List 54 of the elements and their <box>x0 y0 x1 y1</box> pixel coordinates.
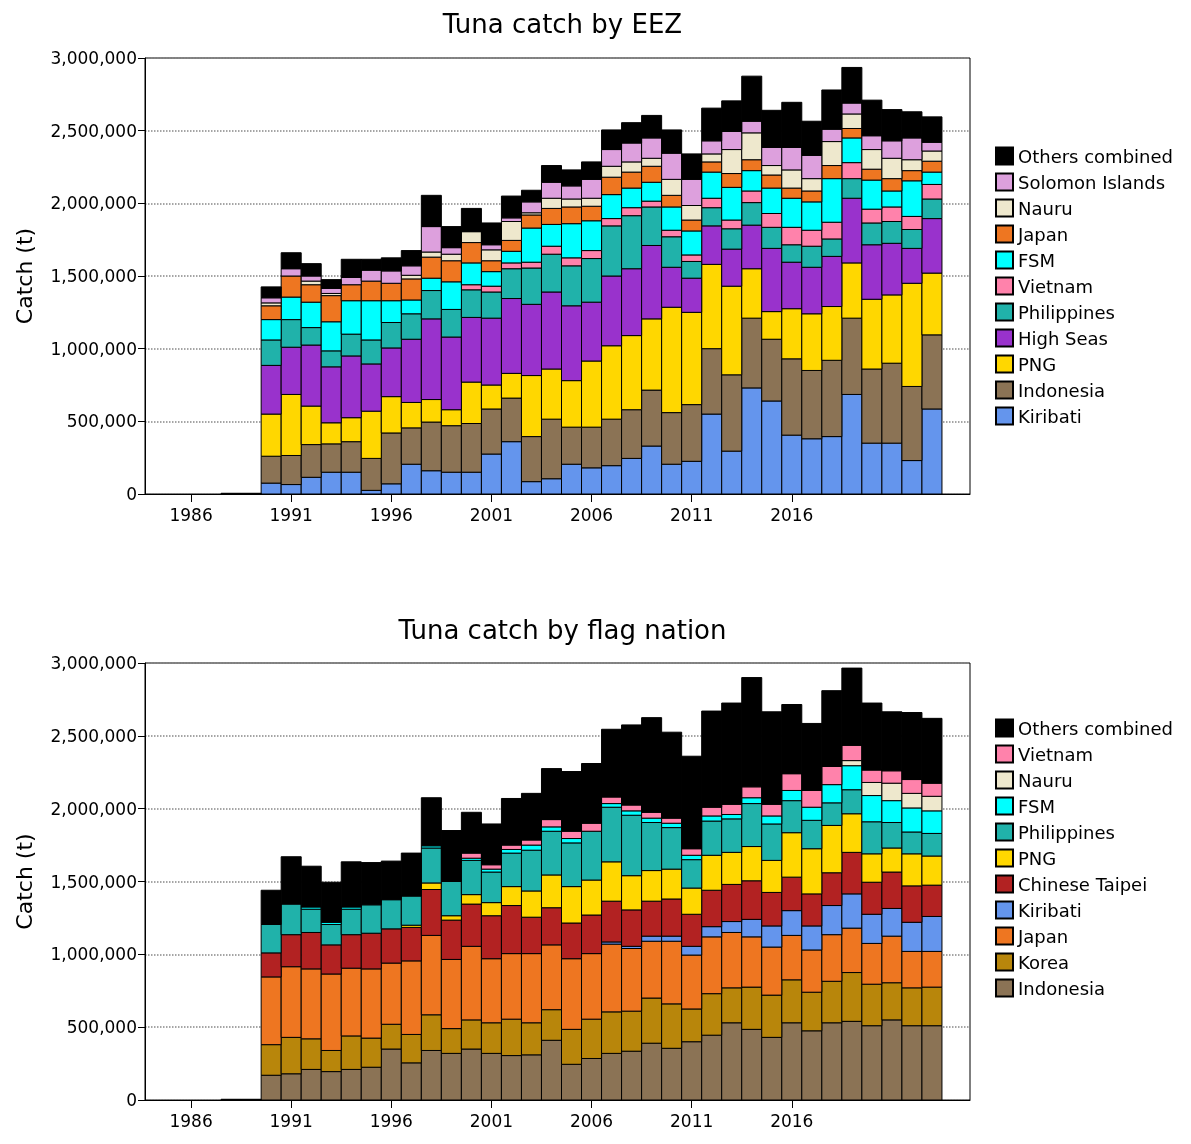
chart-title: Tuna catch by flag nation <box>397 615 727 645</box>
y-tick-label: 2,000,000 <box>50 798 137 819</box>
x-tick-label: 2016 <box>770 504 814 525</box>
y-tick-label: 500,000 <box>66 1017 137 1038</box>
y-tick-label: 2,000,000 <box>50 193 137 214</box>
x-tick-label: 1986 <box>169 1110 213 1131</box>
y-tick-label: 2,500,000 <box>50 120 137 141</box>
legend-label: Vietnam <box>1018 275 1094 297</box>
y-axis-title: Catch (t) <box>11 833 37 930</box>
legend-label: PNG <box>1018 847 1057 869</box>
x-tick-label: 1996 <box>369 504 413 525</box>
x-tick-label: 2001 <box>469 504 514 525</box>
legend-label: Kiribati <box>1018 899 1082 921</box>
y-tick-label: 2,500,000 <box>50 725 137 746</box>
legend-label: Indonesia <box>1018 977 1106 999</box>
y-tick-label: 1,000,000 <box>50 338 137 359</box>
legend-label: Philippines <box>1018 821 1115 843</box>
x-tick-label: 2006 <box>569 504 614 525</box>
legend-label: Solomon Islands <box>1018 171 1166 193</box>
x-tick-label: 1991 <box>269 504 313 525</box>
x-tick-label: 2011 <box>670 1110 714 1131</box>
legend-label: Korea <box>1018 951 1070 973</box>
legend-label: High Seas <box>1018 327 1108 349</box>
y-tick-label: 0 <box>126 484 137 504</box>
legend-label: Japan <box>1017 223 1069 245</box>
y-tick-label: 3,000,000 <box>50 653 137 673</box>
y-tick-label: 3,000,000 <box>50 48 137 68</box>
y-axis-title: Catch (t) <box>11 227 37 325</box>
x-tick-label: 1986 <box>169 504 213 525</box>
y-tick-label: 1,500,000 <box>50 871 137 892</box>
legend-label: PNG <box>1018 353 1057 375</box>
legend-label: Others combined <box>1018 145 1173 167</box>
legend-label: Philippines <box>1018 301 1115 323</box>
legend-label: Japan <box>1017 925 1069 947</box>
y-tick-label: 1,000,000 <box>50 944 137 965</box>
x-tick-label: 2011 <box>670 504 714 525</box>
y-tick-label: 0 <box>126 1090 137 1110</box>
legend-label: Chinese Taipei <box>1018 873 1148 895</box>
legend-label: Indonesia <box>1018 379 1106 401</box>
x-tick-label: 2001 <box>469 1110 514 1131</box>
legend-label: FSM <box>1018 249 1055 271</box>
legend-label: Others combined <box>1018 717 1173 739</box>
chart-title: Tuna catch by EEZ <box>441 9 683 39</box>
y-tick-label: 500,000 <box>66 411 137 432</box>
x-tick-label: 2016 <box>770 1110 814 1131</box>
legend-label: Kiribati <box>1018 405 1082 427</box>
legend-label: Vietnam <box>1018 743 1094 765</box>
legend-label: FSM <box>1018 795 1055 817</box>
x-tick-label: 2006 <box>569 1110 614 1131</box>
legend-label: Nauru <box>1018 769 1073 791</box>
legend-label: Nauru <box>1018 197 1073 219</box>
x-tick-label: 1996 <box>369 1110 413 1131</box>
y-tick-label: 1,500,000 <box>50 266 137 286</box>
x-tick-label: 1991 <box>269 1110 313 1131</box>
